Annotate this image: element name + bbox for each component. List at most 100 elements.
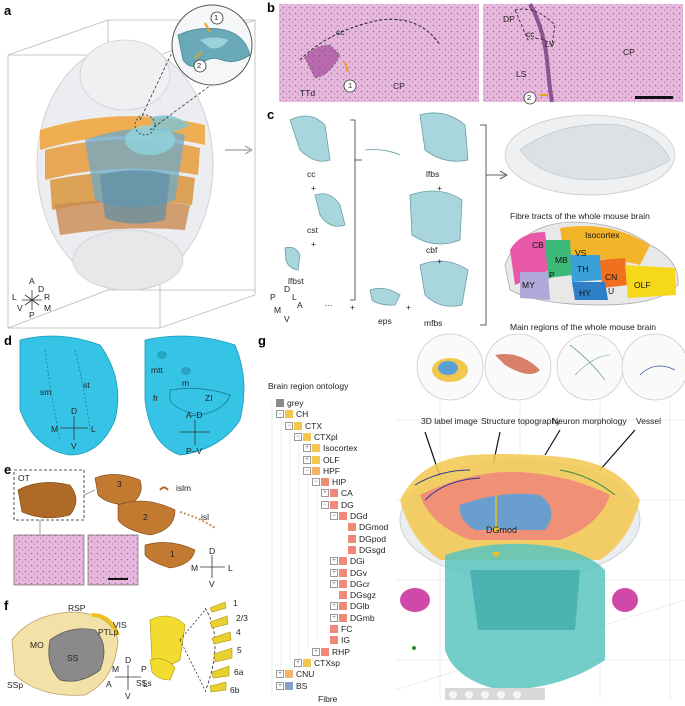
tree-expand-toggle[interactable]: + xyxy=(303,455,311,464)
tract-plus-4: + xyxy=(437,256,442,266)
tree-expand-toggle[interactable]: − xyxy=(321,500,329,509)
tree-expand-toggle[interactable]: + xyxy=(276,670,284,679)
tree-expand-toggle[interactable]: + xyxy=(321,489,329,498)
panel-b-left-cp: CP xyxy=(393,81,405,91)
tree-node[interactable]: IG xyxy=(330,635,350,645)
tree-expand-toggle[interactable]: + xyxy=(330,613,338,622)
region-u: U xyxy=(608,286,615,296)
tree-expand-toggle[interactable]: + xyxy=(294,658,302,667)
region-hy: HY xyxy=(579,288,591,298)
tree-node[interactable]: DGpod xyxy=(348,534,386,544)
panel-e-axis-v: V xyxy=(209,579,215,589)
tree-node[interactable]: DG xyxy=(330,500,354,510)
panel-f-ssp: SSp xyxy=(7,680,24,690)
tree-node[interactable]: CNU xyxy=(285,669,314,679)
panel-f-layer-5: 5 xyxy=(237,645,242,655)
panel-d-m: m xyxy=(182,378,190,388)
tree-node-label: FC xyxy=(341,624,353,634)
tree-expand-toggle[interactable]: − xyxy=(276,410,284,419)
tree-expand-toggle[interactable]: + xyxy=(303,444,311,453)
tract-cc-label: cc xyxy=(307,169,316,179)
viewer-toolbar[interactable] xyxy=(445,688,545,700)
region-p: P xyxy=(549,270,555,280)
toolbar-view-icon[interactable] xyxy=(481,691,489,699)
tree-node[interactable]: DGsgd xyxy=(348,545,385,555)
tree-expand-toggle[interactable]: + xyxy=(330,557,338,566)
toolbar-gear-icon[interactable] xyxy=(497,691,505,699)
tree-expand-toggle[interactable]: + xyxy=(312,647,320,656)
panel-f-layer-1: 1 xyxy=(233,598,238,608)
panel-b-letter: b xyxy=(267,0,275,15)
tree-node[interactable]: CTXsp xyxy=(303,658,340,668)
tree-node[interactable]: RHP xyxy=(321,647,350,657)
panel-f-rsp: RSP xyxy=(68,603,86,613)
panel-c-axis-p: P xyxy=(270,292,276,302)
tree-expand-toggle[interactable]: − xyxy=(294,432,302,441)
tree-node[interactable]: CTXpl xyxy=(303,432,338,442)
tree-node-label: Isocortex xyxy=(323,443,358,454)
tree-node-swatch xyxy=(339,613,347,622)
panel-e-layer-3: 3 xyxy=(117,479,122,489)
tree-node-label: RHP xyxy=(332,646,350,657)
tree-node[interactable]: HIP xyxy=(321,477,346,487)
panel-b-left-circle: 1 xyxy=(348,81,353,90)
tract-lfbst-label: lfbst xyxy=(288,276,304,286)
panel-f-axis-l: L xyxy=(143,679,148,689)
tree-expand-toggle[interactable]: − xyxy=(303,466,311,475)
tree-node[interactable]: grey xyxy=(276,398,304,408)
ontology-title: Brain region ontology xyxy=(268,381,349,391)
tree-expand-toggle[interactable]: + xyxy=(276,681,284,690)
panel-b-left-ttd: TTd xyxy=(300,88,316,98)
tree-expand-toggle[interactable]: − xyxy=(285,421,293,430)
tract-cbf-label: cbf xyxy=(426,245,438,255)
panel-e-letter: e xyxy=(4,462,12,477)
tree-expand-toggle[interactable]: + xyxy=(330,579,338,588)
tree-node-label: DGpod xyxy=(359,533,386,544)
tree-node[interactable]: DGlb xyxy=(339,601,369,611)
tree-node[interactable]: DGmb xyxy=(339,613,375,623)
tree-node[interactable]: Isocortex xyxy=(312,443,358,453)
tree-node-swatch xyxy=(285,681,293,690)
tree-node[interactable]: DGcr xyxy=(339,579,370,589)
panel-d-axis-pv: P–V xyxy=(186,446,203,456)
region-cn: CN xyxy=(605,272,618,282)
tree-node[interactable]: DGi xyxy=(339,556,365,566)
tree-expand-toggle[interactable]: − xyxy=(330,512,338,520)
tree-node[interactable]: FC xyxy=(330,624,352,634)
tree-node-label: HIP xyxy=(332,477,347,488)
panel-f-sss: SSs xyxy=(136,678,152,688)
tract-plus-1: + xyxy=(311,183,316,193)
panel-e-isl: isl xyxy=(201,512,210,522)
tree-node-label: DGmb xyxy=(350,612,375,623)
panel-f-mo: MO xyxy=(30,640,44,650)
toolbar-camera-icon[interactable] xyxy=(449,691,457,699)
tree-node[interactable]: DGsgz xyxy=(339,590,376,600)
panel-e-layer-2: 2 xyxy=(143,512,148,522)
tree-node[interactable]: DGmod xyxy=(348,522,388,532)
tree-node[interactable]: DGv xyxy=(339,568,367,578)
tree-node[interactable]: DGd xyxy=(339,511,367,521)
panel-f-ss: SS xyxy=(67,653,79,663)
toolbar-reset-icon[interactable] xyxy=(513,691,521,699)
tree-expand-toggle[interactable]: + xyxy=(330,568,338,577)
tree-expand-toggle[interactable]: + xyxy=(330,602,338,611)
toolbar-eye-icon[interactable] xyxy=(465,691,473,699)
tree-node[interactable]: HPF xyxy=(312,466,340,476)
tract-lfbs-shape xyxy=(419,112,469,162)
panel-c-letter: c xyxy=(267,107,275,122)
tree-node-swatch xyxy=(330,636,338,645)
tree-node[interactable]: BS xyxy=(285,681,307,691)
tree-expand-toggle[interactable]: − xyxy=(312,478,320,487)
tree-node[interactable]: CA xyxy=(330,488,353,498)
region-olf: OLF xyxy=(634,280,651,290)
tree-node[interactable]: CTX xyxy=(294,421,322,431)
tree-node[interactable]: CH xyxy=(285,409,308,419)
tree-node-swatch xyxy=(330,625,338,633)
tract-cst-shape xyxy=(314,193,346,227)
panel-d-axis-m: M xyxy=(51,424,59,434)
tree-node-label: CA xyxy=(341,488,353,499)
tree-node[interactable]: OLF xyxy=(312,455,340,465)
